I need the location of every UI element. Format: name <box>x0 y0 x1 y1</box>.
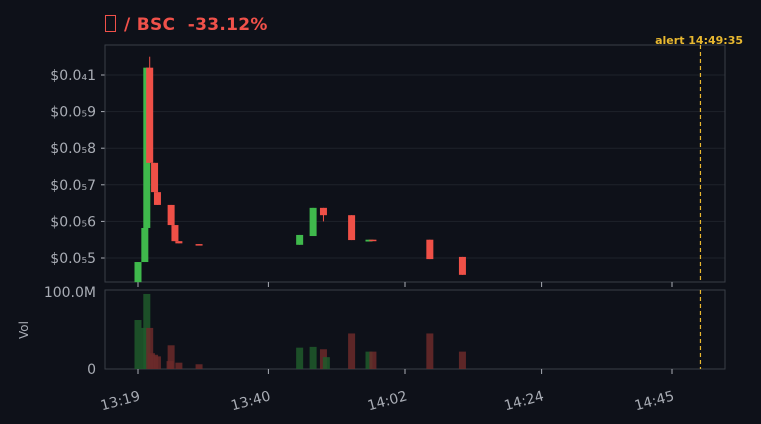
y-tick-label: $0.0₅7 <box>50 178 96 194</box>
missing-glyph-icon <box>105 15 116 32</box>
volume-bar <box>348 333 356 369</box>
candle-down <box>369 239 377 242</box>
candle-down <box>195 244 203 246</box>
candle-up <box>309 207 317 237</box>
y-tick-label: $0.0₅9 <box>50 105 96 121</box>
candle-up <box>365 239 373 242</box>
x-tick-label: 14:02 <box>366 388 409 414</box>
volume-bar <box>309 346 317 369</box>
chart-title: / BSC -33.12% <box>105 15 268 35</box>
volume-bar <box>369 351 377 369</box>
volume-bar <box>458 351 466 369</box>
volume-bar <box>146 327 154 369</box>
candle-down <box>319 207 327 216</box>
volume-axis-label: Vol <box>17 321 31 339</box>
volume-bar <box>167 345 175 369</box>
volume-bar <box>153 356 161 369</box>
volume-tick-label: 0 <box>87 362 96 378</box>
y-tick-label: $0.0₅8 <box>50 141 96 157</box>
volume-bar <box>426 333 434 369</box>
candle-down <box>153 192 161 205</box>
candle-down <box>171 225 179 242</box>
x-tick-label: 13:40 <box>229 388 272 414</box>
candle-down <box>426 239 434 260</box>
candle-down <box>167 204 175 226</box>
x-tick-label: 14:45 <box>633 388 676 414</box>
volume-bar <box>296 347 304 369</box>
candle-up <box>141 227 149 263</box>
volume-bar <box>195 364 203 369</box>
pair-label: / BSC <box>124 15 176 35</box>
volume-panel-frame <box>104 289 726 370</box>
price-change: -33.12% <box>187 15 268 35</box>
candle-down <box>175 241 183 244</box>
candle-down <box>146 67 154 163</box>
candle-down <box>458 256 466 275</box>
alert-label: alert 14:49:35 <box>655 34 743 47</box>
volume-tick-label: 100.0M <box>44 285 96 301</box>
volume-bar <box>322 357 330 369</box>
candle-up <box>134 262 142 283</box>
candle-down <box>151 162 159 193</box>
y-tick-label: $0.0₄1 <box>50 68 96 84</box>
price-panel-frame <box>104 44 726 283</box>
volume-bar <box>175 362 183 369</box>
volume-bar <box>365 351 373 369</box>
candle-up <box>296 234 304 245</box>
x-tick-label: 14:24 <box>503 388 546 414</box>
volume-bar <box>134 320 142 369</box>
candle-down <box>348 215 356 241</box>
y-tick-label: $0.0₅6 <box>50 214 96 230</box>
x-tick-label: 13:19 <box>99 388 142 414</box>
y-tick-label: $0.0₅5 <box>50 251 96 267</box>
